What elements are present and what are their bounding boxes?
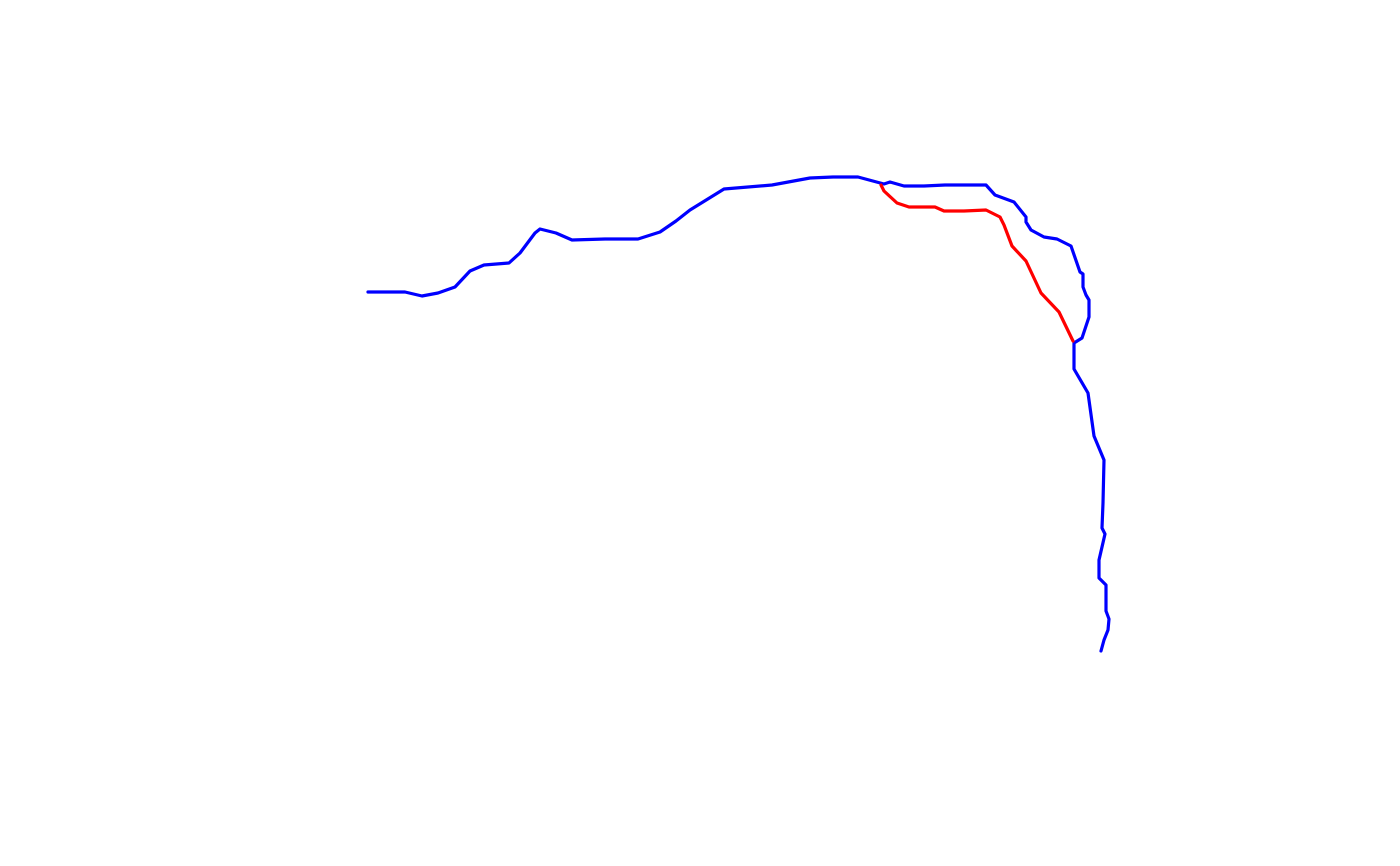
main-route-line[interactable] (366, 175, 1111, 653)
routes-layer (366, 175, 1111, 653)
alternate-route-segment-line[interactable] (879, 183, 1075, 343)
